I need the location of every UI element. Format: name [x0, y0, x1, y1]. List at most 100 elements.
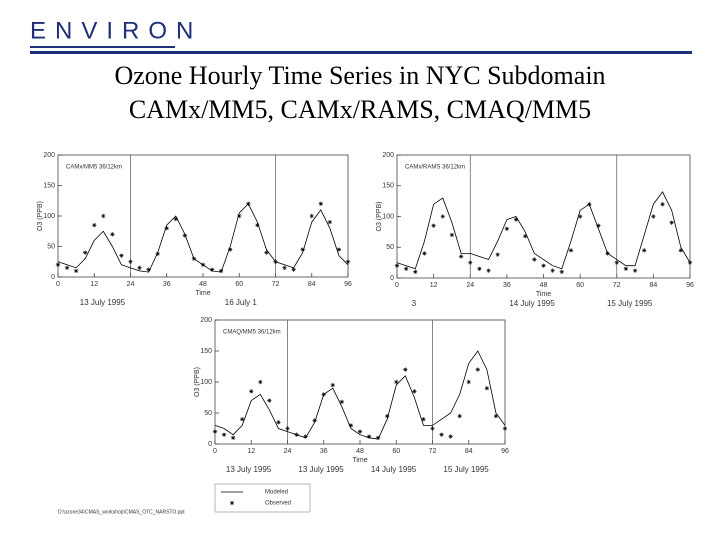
observed-point: [504, 226, 510, 231]
observed-point: [366, 434, 372, 439]
x-tick-label: 24: [284, 448, 292, 455]
observed-point: [73, 268, 79, 274]
observed-point: [632, 268, 638, 273]
observed-point: [339, 399, 345, 405]
observed-point: [128, 259, 133, 264]
observed-point: [64, 265, 70, 271]
y-axis-label: O3 (PPB): [376, 202, 383, 232]
x-tick-label: 60: [392, 448, 400, 455]
x-tick-label: 0: [213, 448, 217, 455]
observed-point: [227, 247, 233, 252]
date-label: 13 July 1995: [226, 465, 272, 474]
observed-point: [413, 269, 418, 275]
observed-point: [623, 266, 629, 271]
observed-point: [92, 222, 97, 228]
observed-point: [477, 266, 482, 271]
observed-point: [522, 233, 528, 239]
legend-swatch: [229, 500, 235, 506]
x-tick-label: 72: [613, 282, 621, 289]
y-tick-label: 50: [204, 410, 212, 417]
observed-point: [495, 252, 500, 257]
observed-point: [101, 213, 106, 219]
observed-point: [291, 267, 296, 272]
observed-point: [182, 233, 188, 238]
observed-point: [493, 413, 499, 419]
x-tick-label: 60: [235, 281, 243, 288]
plot-label: CAMx/RAMS 36/12km: [405, 165, 465, 171]
observed-point: [212, 429, 218, 434]
observed-point: [249, 389, 254, 394]
observed-point: [384, 413, 390, 419]
logo: ENVIRON: [30, 17, 202, 44]
chart: 0 50 100 150 200 0 12 24 36 48 60 72 84 96 CMAQ/MM5 36…: [194, 317, 509, 513]
observed-point: [309, 213, 314, 219]
observed-point: [559, 269, 565, 275]
date-label: 14 July 1995: [371, 465, 417, 474]
y-tick-label: 0: [51, 274, 55, 281]
observed-point: [191, 256, 197, 261]
observed-point: [532, 257, 537, 262]
observed-point: [403, 266, 409, 271]
observed-point: [502, 426, 508, 431]
x-tick-label: 48: [356, 448, 364, 455]
y-tick-label: 50: [386, 244, 394, 251]
observed-point: [449, 232, 455, 238]
x-axis-label: Time: [195, 290, 210, 297]
x-tick-label: 12: [90, 281, 98, 288]
observed-point: [357, 429, 363, 434]
x-tick-label: 0: [395, 282, 399, 289]
y-tick-label: 200: [200, 317, 212, 324]
x-tick-label: 36: [503, 282, 511, 289]
header-rule: [30, 51, 692, 54]
x-tick-label: 12: [430, 282, 438, 289]
y-tick-label: 150: [43, 182, 55, 189]
y-tick-label: 0: [208, 441, 212, 448]
modeled-line: [396, 191, 691, 270]
observed-point: [412, 389, 417, 394]
observed-point: [146, 267, 151, 272]
observed-point: [200, 262, 206, 267]
observed-point: [421, 417, 426, 422]
observed-point: [285, 426, 290, 431]
title-line: CAMx/MM5, CAMx/RAMS, CMAQ/MM5: [129, 95, 591, 124]
observed-point: [678, 248, 684, 253]
observed-point: [246, 201, 251, 206]
y-axis-label: O3 (PPB): [194, 367, 201, 397]
logo-underline: [30, 46, 175, 48]
observed-point: [448, 434, 453, 439]
observed-point: [577, 214, 583, 219]
observed-point: [345, 259, 351, 264]
observed-point: [330, 382, 336, 388]
x-tick-label: 48: [199, 281, 207, 288]
observed-point: [336, 247, 342, 252]
observed-point: [541, 263, 546, 268]
x-axis-label: Time: [352, 457, 367, 464]
date-label: 13 July 1995: [80, 298, 126, 307]
observed-point: [173, 216, 179, 222]
legend-label: Modeled: [265, 490, 288, 496]
observed-point: [394, 379, 399, 385]
legend-label: Observed: [265, 501, 291, 507]
title-line: Ozone Hourly Time Series in NYC Subdomai…: [114, 61, 605, 90]
observed-point: [209, 267, 215, 272]
observed-point: [660, 202, 665, 207]
y-tick-label: 100: [382, 213, 394, 220]
observed-point: [642, 248, 647, 253]
date-label: 3: [412, 299, 417, 308]
observed-point: [375, 435, 381, 440]
date-label: 13 July 1995: [298, 465, 344, 474]
observed-point: [155, 251, 160, 257]
observed-point: [255, 222, 260, 228]
x-tick-label: 72: [272, 281, 280, 288]
chart: 0 50 100 150 200 0 12 24 36 48 60 72 84 96 CAMx/RAMS 3…: [376, 152, 694, 308]
x-tick-label: 24: [127, 281, 135, 288]
observed-point: [440, 214, 445, 219]
date-label: 16 July 1: [225, 298, 258, 307]
y-tick-label: 100: [43, 213, 55, 220]
observed-point: [403, 367, 408, 372]
observed-point: [294, 432, 299, 437]
date-label: 15 July 1995: [607, 299, 653, 308]
observed-point: [475, 367, 481, 372]
observed-point: [258, 379, 263, 385]
observed-point: [587, 202, 592, 207]
